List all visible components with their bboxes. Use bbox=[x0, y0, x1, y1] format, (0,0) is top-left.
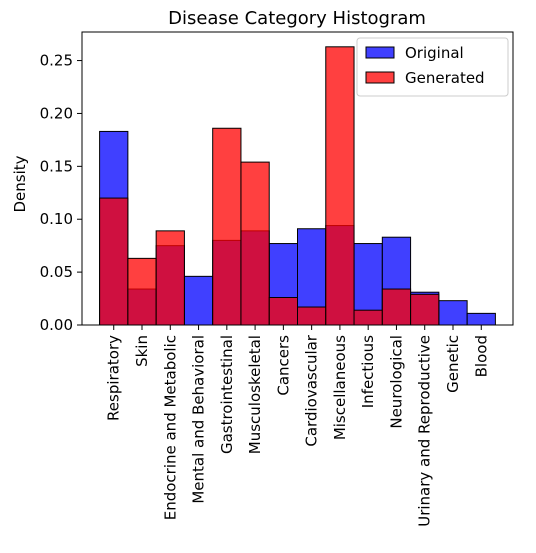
bar-generated-2 bbox=[155, 230, 185, 326]
x-tick-label: Mental and Behavioral bbox=[190, 335, 208, 504]
bar-generated-6 bbox=[268, 296, 299, 326]
legend-swatch-original bbox=[365, 46, 395, 59]
y-tick-label: 0.25 bbox=[40, 52, 73, 70]
x-tick-label: Infectious bbox=[359, 335, 377, 408]
x-tick-label: Neurological bbox=[387, 335, 405, 429]
legend-swatch-generated bbox=[365, 71, 395, 84]
x-tick-label: Skin bbox=[133, 335, 151, 367]
x-tick-label: Blood bbox=[472, 335, 490, 377]
bar-generated-1 bbox=[127, 257, 157, 326]
bar-generated-10 bbox=[381, 288, 412, 326]
y-tick-label: 0.20 bbox=[40, 104, 73, 122]
y-tick-label: 0.05 bbox=[40, 263, 73, 281]
bar-generated-8 bbox=[325, 46, 355, 326]
bar-generated-4 bbox=[212, 127, 242, 326]
y-tick-label: 0.10 bbox=[40, 210, 73, 228]
legend-label-original: Original bbox=[405, 44, 464, 62]
bar-generated-5 bbox=[240, 161, 270, 326]
y-axis-label: Density bbox=[11, 155, 29, 212]
bar-original-13 bbox=[466, 312, 496, 326]
bar-generated-11 bbox=[410, 293, 440, 326]
y-tick-label: 0.15 bbox=[40, 157, 73, 175]
bars-layer bbox=[99, 46, 496, 326]
legend-box bbox=[356, 37, 509, 97]
x-tick-label: Endocrine and Metabolic bbox=[161, 335, 179, 520]
x-tick-label: Cancers bbox=[274, 335, 292, 396]
legend: Original Generated bbox=[356, 37, 509, 97]
bar-original-3 bbox=[183, 275, 214, 326]
chart-title: Disease Category Histogram bbox=[168, 8, 426, 29]
bar-generated-7 bbox=[297, 306, 327, 326]
bar-original-12 bbox=[438, 300, 468, 326]
x-tick-label: Cardiovascular bbox=[303, 334, 321, 446]
x-tick-label: Urinary and Reproductive bbox=[416, 335, 434, 527]
y-tick-label: 0.00 bbox=[40, 316, 73, 334]
x-tick-label: Miscellaneous bbox=[331, 335, 349, 440]
x-tick-label: Musculoskeletal bbox=[246, 335, 264, 454]
y-axis: 0.00 0.05 0.10 0.15 0.20 0.25 bbox=[40, 52, 82, 334]
plot-frame bbox=[81, 31, 514, 326]
legend-label-generated: Generated bbox=[405, 69, 485, 87]
x-axis: Respiratory Skin Endocrine and Metabolic Me… bbox=[105, 325, 490, 527]
x-tick-label: Genetic bbox=[444, 335, 462, 393]
x-tick-label: Gastrointestinal bbox=[218, 335, 236, 454]
bar-generated-0 bbox=[99, 197, 129, 326]
bar-generated-9 bbox=[353, 309, 383, 326]
x-tick-label: Respiratory bbox=[105, 335, 123, 421]
